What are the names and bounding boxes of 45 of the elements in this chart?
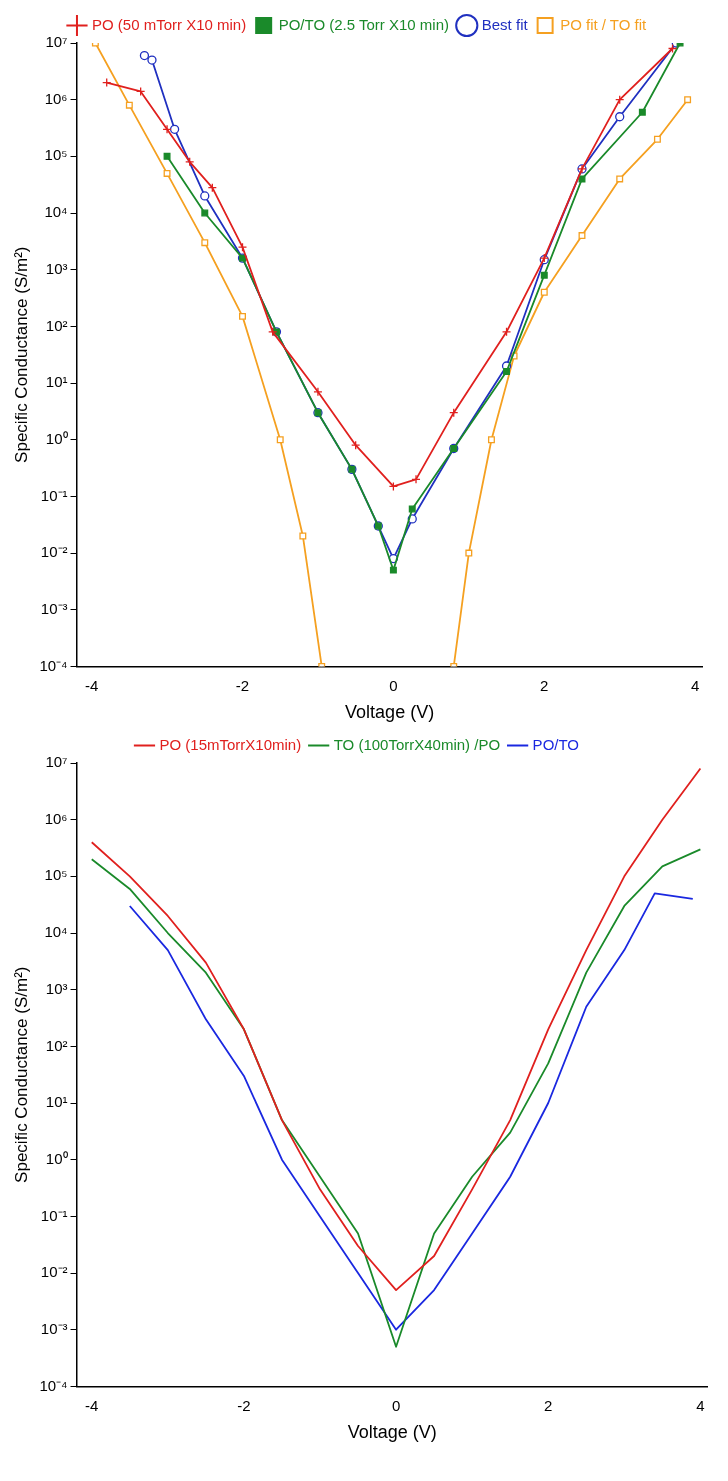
x-axis-title: Voltage (V) [347,1422,437,1443]
y-axis-title: Specific Conductance (S/m²) [11,966,31,1183]
x-tick-label: -2 [237,1396,251,1414]
legend-label: PO (15mTorrX10min) [159,735,302,753]
legend-label: PO (50 mTorr X10 min) [91,15,247,33]
y-axis-title: Specific Conductance (S/m²) [11,246,31,463]
x-tick-label: 2 [540,676,549,694]
y-tick-label: 10⁴ [44,923,68,941]
x-tick-label: -4 [84,676,99,694]
y-tick-label: 10¹ [45,1093,68,1111]
y-tick-label: 10⁻² [40,1263,68,1281]
y-tick-label: 10⁻⁴ [39,656,68,674]
legend-label: PO/TO [532,735,580,753]
y-tick-label: 10⁻² [40,543,68,561]
y-tick-label: 10⁵ [44,866,68,884]
x-tick-label: 2 [544,1396,553,1414]
y-tick-label: 10⁵ [44,146,68,164]
x-tick-label: 0 [389,676,398,694]
x-tick-label: -4 [85,1396,99,1414]
x-tick-label: 4 [696,1396,705,1414]
y-tick-label: 10⁷ [45,33,68,51]
y-tick-label: 10⁴ [44,203,68,221]
y-tick-label: 10³ [45,979,68,997]
y-tick-label: 10⁻¹ [40,486,68,504]
legend-label: TO (100TorrX40min) /PO [333,735,501,753]
legend-label: Best fit [481,15,529,33]
y-tick-label: 10² [45,1036,68,1054]
legend-label: PO/TO (2.5 Torr X10 min) [278,15,450,33]
legend-label: PO fit / TO fit [560,15,648,33]
y-tick-label: 10³ [45,259,68,277]
x-axis-title: Voltage (V) [345,702,435,723]
y-tick-label: 10⁷ [45,753,68,771]
y-tick-label: 10² [45,316,68,334]
y-tick-label: 10⁶ [44,809,68,827]
y-tick-label: 10⁻⁴ [39,1376,68,1394]
x-tick-label: 4 [690,676,700,694]
y-tick-label: 10⁻³ [40,599,68,617]
y-tick-label: 10¹ [45,373,68,391]
y-tick-label: 10⁰ [45,1149,68,1167]
x-tick-label: 0 [391,1396,401,1414]
y-tick-label: 10⁻³ [40,1319,68,1337]
y-tick-label: 10⁻¹ [40,1206,68,1224]
y-tick-label: 10⁰ [45,429,68,447]
y-tick-label: 10⁶ [44,89,68,107]
x-tick-label: -2 [235,676,250,694]
